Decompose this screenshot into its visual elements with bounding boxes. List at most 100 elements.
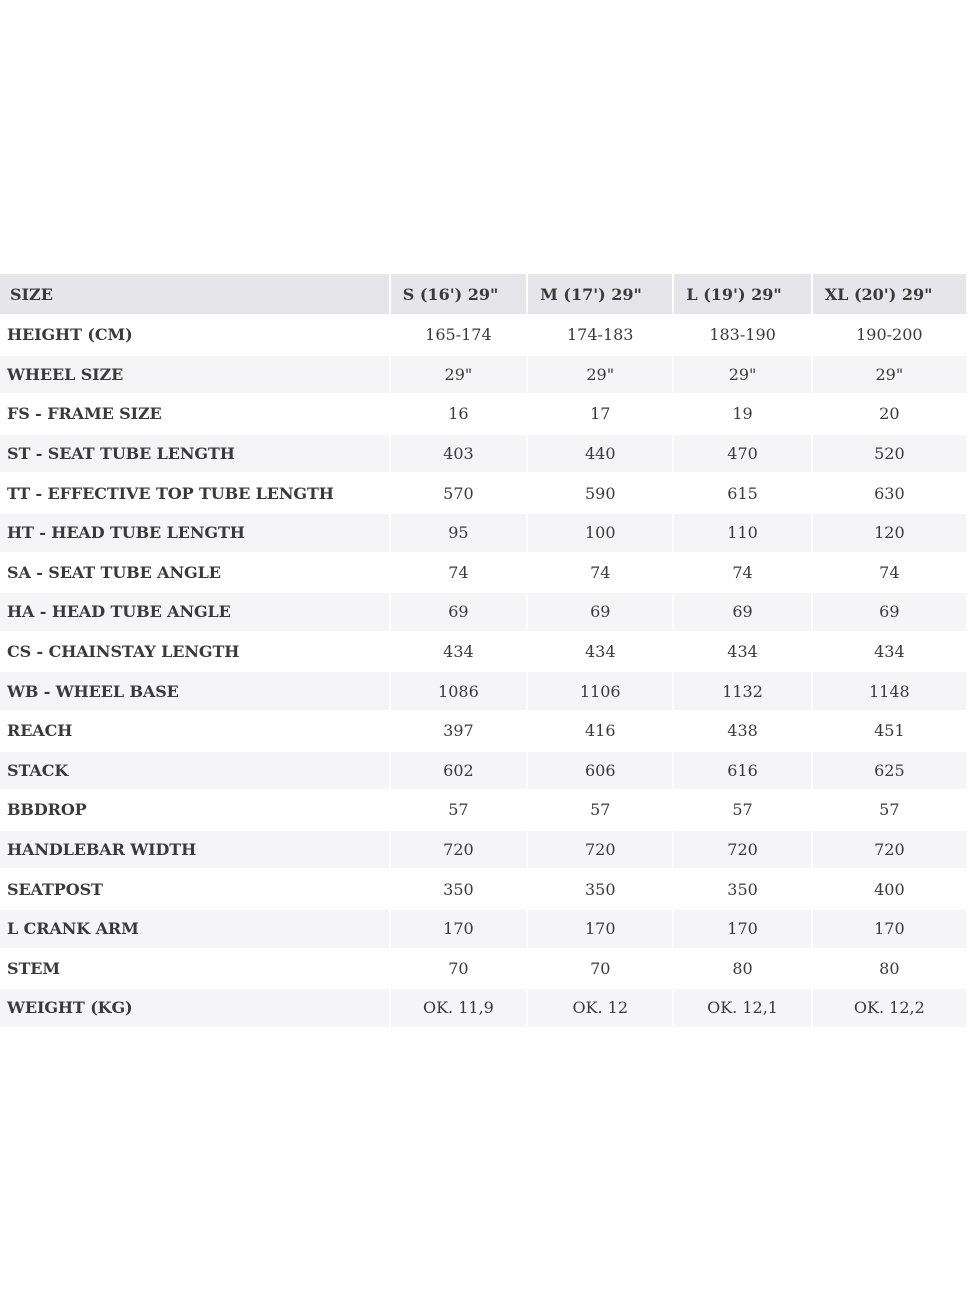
table-row: STACK 602 606 616 625 — [0, 751, 966, 790]
cell-value: 110 — [674, 513, 811, 552]
cell-value: 616 — [674, 751, 811, 790]
cell-value: 606 — [528, 751, 673, 790]
cell-value: 170 — [674, 909, 811, 948]
cell-value: OK. 12 — [528, 989, 673, 1027]
table-row: HA - HEAD TUBE ANGLE 69 69 69 69 — [0, 593, 966, 631]
row-label: TT - EFFECTIVE TOP TUBE LENGTH — [0, 474, 389, 512]
cell-value: 70 — [390, 949, 527, 988]
cell-value: 434 — [390, 632, 527, 671]
geometry-table-body: HEIGHT (CM) 165-174 174-183 183-190 190-… — [0, 316, 966, 1027]
table-row: L CRANK ARM 170 170 170 170 — [0, 909, 966, 948]
cell-value: 170 — [528, 909, 673, 948]
table-row: CS - CHAINSTAY LENGTH 434 434 434 434 — [0, 632, 966, 671]
row-label: HA - HEAD TUBE ANGLE — [0, 593, 389, 631]
cell-value: 74 — [674, 553, 811, 592]
cell-value: 720 — [528, 830, 673, 869]
cell-value: 69 — [674, 593, 811, 631]
cell-value: 183-190 — [674, 316, 811, 354]
cell-value: 69 — [390, 593, 527, 631]
cell-value: 1106 — [528, 672, 673, 710]
cell-value: 1086 — [390, 672, 527, 710]
cell-value: 57 — [390, 791, 527, 829]
cell-value: 70 — [528, 949, 673, 988]
cell-value: 434 — [674, 632, 811, 671]
cell-value: 520 — [812, 434, 966, 473]
cell-value: OK. 12,1 — [674, 989, 811, 1027]
row-label: BBDROP — [0, 791, 389, 829]
cell-value: 615 — [674, 474, 811, 512]
cell-value: 29" — [812, 355, 966, 394]
cell-value: 602 — [390, 751, 527, 790]
cell-value: OK. 11,9 — [390, 989, 527, 1027]
table-row: BBDROP 57 57 57 57 — [0, 791, 966, 829]
cell-value: 720 — [674, 830, 811, 869]
header-size-l: L (19') 29" — [674, 274, 811, 314]
row-label: STACK — [0, 751, 389, 790]
cell-value: 174-183 — [528, 316, 673, 354]
geometry-table-header: SIZE S (16') 29" M (17') 29" L (19') 29"… — [0, 274, 966, 314]
cell-value: 720 — [812, 830, 966, 869]
cell-value: 165-174 — [390, 316, 527, 354]
cell-value: 397 — [390, 711, 527, 750]
row-label: HANDLEBAR WIDTH — [0, 830, 389, 869]
cell-value: 74 — [812, 553, 966, 592]
cell-value: 17 — [528, 395, 673, 433]
cell-value: 100 — [528, 513, 673, 552]
cell-value: 120 — [812, 513, 966, 552]
cell-value: OK. 12,2 — [812, 989, 966, 1027]
cell-value: 440 — [528, 434, 673, 473]
cell-value: 350 — [390, 870, 527, 908]
cell-value: 29" — [528, 355, 673, 394]
cell-value: 16 — [390, 395, 527, 433]
cell-value: 19 — [674, 395, 811, 433]
header-row: SIZE S (16') 29" M (17') 29" L (19') 29"… — [0, 274, 966, 314]
table-row: REACH 397 416 438 451 — [0, 711, 966, 750]
cell-value: 403 — [390, 434, 527, 473]
cell-value: 74 — [528, 553, 673, 592]
cell-value: 57 — [528, 791, 673, 829]
row-label: ST - SEAT TUBE LENGTH — [0, 434, 389, 473]
header-size-s: S (16') 29" — [390, 274, 527, 314]
row-label: REACH — [0, 711, 389, 750]
table-row: WHEEL SIZE 29" 29" 29" 29" — [0, 355, 966, 394]
row-label: HT - HEAD TUBE LENGTH — [0, 513, 389, 552]
table-row: STEM 70 70 80 80 — [0, 949, 966, 988]
cell-value: 190-200 — [812, 316, 966, 354]
table-row: WEIGHT (KG) OK. 11,9 OK. 12 OK. 12,1 OK.… — [0, 989, 966, 1027]
cell-value: 1132 — [674, 672, 811, 710]
cell-value: 74 — [390, 553, 527, 592]
cell-value: 400 — [812, 870, 966, 908]
cell-value: 350 — [528, 870, 673, 908]
table-row: ST - SEAT TUBE LENGTH 403 440 470 520 — [0, 434, 966, 473]
cell-value: 29" — [390, 355, 527, 394]
table-row: SA - SEAT TUBE ANGLE 74 74 74 74 — [0, 553, 966, 592]
cell-value: 20 — [812, 395, 966, 433]
row-label: WB - WHEEL BASE — [0, 672, 389, 710]
row-label: SA - SEAT TUBE ANGLE — [0, 553, 389, 592]
row-label: SEATPOST — [0, 870, 389, 908]
row-label: HEIGHT (CM) — [0, 316, 389, 354]
geometry-table: SIZE S (16') 29" M (17') 29" L (19') 29"… — [0, 272, 968, 1029]
cell-value: 170 — [390, 909, 527, 948]
row-label: CS - CHAINSTAY LENGTH — [0, 632, 389, 671]
row-label: WHEEL SIZE — [0, 355, 389, 394]
cell-value: 720 — [390, 830, 527, 869]
cell-value: 69 — [528, 593, 673, 631]
row-label: WEIGHT (KG) — [0, 989, 389, 1027]
cell-value: 80 — [812, 949, 966, 988]
cell-value: 29" — [674, 355, 811, 394]
row-label: L CRANK ARM — [0, 909, 389, 948]
table-row: HANDLEBAR WIDTH 720 720 720 720 — [0, 830, 966, 869]
cell-value: 57 — [812, 791, 966, 829]
header-size-xl: XL (20') 29" — [812, 274, 966, 314]
table-row: TT - EFFECTIVE TOP TUBE LENGTH 570 590 6… — [0, 474, 966, 512]
cell-value: 434 — [528, 632, 673, 671]
row-label: FS - FRAME SIZE — [0, 395, 389, 433]
cell-value: 57 — [674, 791, 811, 829]
cell-value: 451 — [812, 711, 966, 750]
cell-value: 434 — [812, 632, 966, 671]
table-row: WB - WHEEL BASE 1086 1106 1132 1148 — [0, 672, 966, 710]
cell-value: 438 — [674, 711, 811, 750]
cell-value: 416 — [528, 711, 673, 750]
cell-value: 625 — [812, 751, 966, 790]
